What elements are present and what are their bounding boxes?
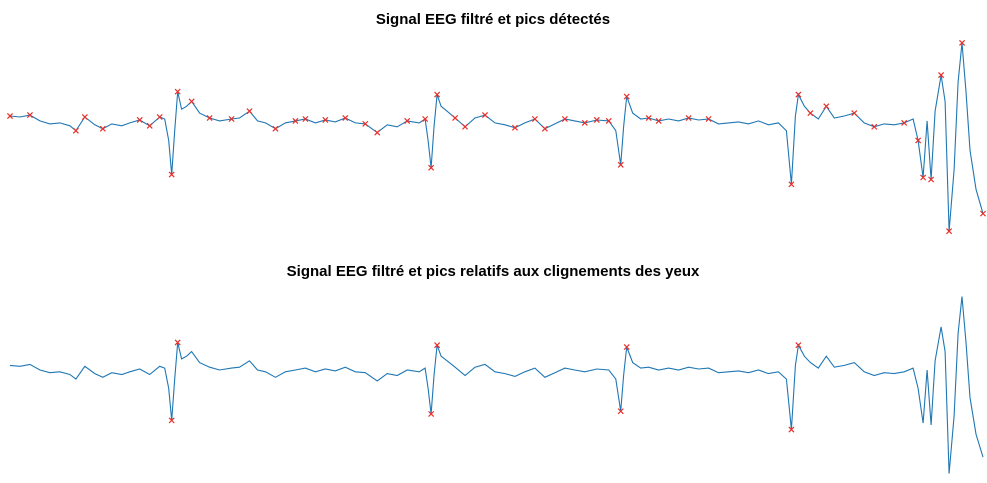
peak-marker <box>795 91 802 98</box>
peak-marker <box>428 410 435 417</box>
peak-marker <box>938 72 945 79</box>
peak-marker <box>156 113 163 121</box>
chart-title: Signal EEG filtré et pics détectés <box>376 11 610 28</box>
peak-marker <box>705 115 712 123</box>
peak-marker <box>26 112 33 119</box>
peak-marker <box>374 129 381 136</box>
peak-marker <box>322 116 329 123</box>
peak-marker <box>959 39 966 46</box>
peak-marker <box>452 114 459 122</box>
peak-marker <box>206 114 213 122</box>
peak-marker <box>404 117 411 124</box>
peak-marker <box>272 125 279 132</box>
peak-marker <box>462 123 469 130</box>
chart-title: Signal EEG filtré et pics relatifs aux c… <box>287 263 700 280</box>
peak-marker <box>901 119 908 126</box>
peak-marker <box>531 115 538 123</box>
peak-marker <box>623 343 630 351</box>
peak-marker <box>228 115 235 123</box>
peak-marker <box>623 93 630 100</box>
peak-marker <box>302 115 309 123</box>
peak-marker <box>920 174 927 181</box>
peak-marker <box>511 124 518 131</box>
peak-marker <box>541 125 548 132</box>
peak-marker <box>342 114 349 122</box>
peak-marker <box>685 114 692 122</box>
peak-marker <box>99 125 106 132</box>
peak-marker <box>946 228 953 235</box>
peak-marker <box>915 137 922 144</box>
peak-marker <box>851 110 858 117</box>
signal-line <box>9 296 984 474</box>
peak-marker <box>823 103 830 110</box>
peak-marker <box>168 171 175 178</box>
peak-marker <box>136 116 143 123</box>
peak-marker <box>979 210 987 217</box>
peak-marker <box>561 115 568 123</box>
peak-marker <box>593 116 600 123</box>
peak-marker <box>246 108 253 115</box>
peak-marker <box>422 115 429 123</box>
peak-marker <box>655 117 662 124</box>
peak-marker <box>168 417 175 424</box>
peak-marker <box>81 113 88 121</box>
peak-marker <box>146 122 153 129</box>
peak-marker <box>928 176 935 183</box>
peak-marker <box>788 181 795 188</box>
peak-marker <box>434 342 441 349</box>
peak-marker <box>605 117 612 124</box>
peak-marker <box>292 117 299 124</box>
signal-line <box>9 42 984 232</box>
peak-marker <box>362 120 369 127</box>
peak-marker <box>6 113 14 120</box>
peak-marker <box>188 98 195 105</box>
peak-marker <box>581 119 588 126</box>
peak-marker <box>795 342 802 349</box>
peak-marker <box>617 161 624 168</box>
peak-marker <box>174 88 181 95</box>
peak-marker <box>645 114 652 122</box>
peak-marker <box>482 112 489 119</box>
peak-marker <box>871 123 878 130</box>
peak-marker <box>807 110 814 117</box>
peak-marker <box>174 339 181 346</box>
peak-marker <box>617 408 624 415</box>
peak-marker <box>72 127 79 134</box>
peak-marker <box>434 91 441 98</box>
peak-marker <box>788 426 795 433</box>
peak-marker <box>428 164 435 171</box>
